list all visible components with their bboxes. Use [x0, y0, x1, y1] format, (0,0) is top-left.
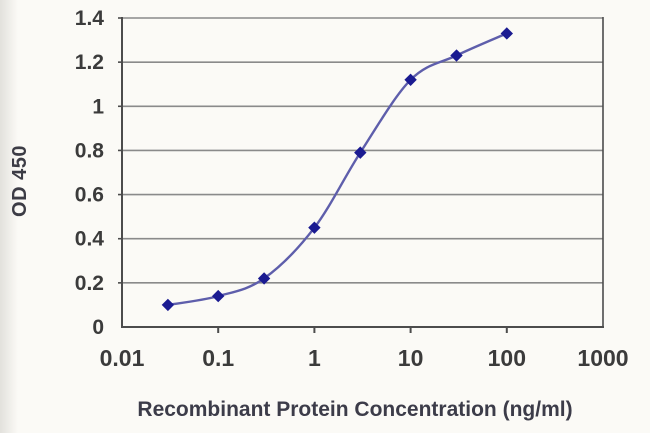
y-tick-label: 0	[92, 316, 104, 339]
axes	[121, 17, 604, 328]
data-point-marker	[257, 272, 271, 285]
y-tick-label: 0.2	[75, 272, 104, 295]
data-point-marker	[500, 27, 514, 40]
y-tick-label: 1.2	[75, 51, 104, 74]
x-tick-label: 0.1	[202, 345, 234, 371]
y-tick-label: 0.8	[75, 139, 105, 162]
x-tick-label: 100	[488, 345, 526, 371]
data-point-marker	[308, 221, 321, 234]
y-tick-labels: 0 0.2 0.4 0.6 0.8 1 1.2 1.4	[75, 7, 105, 339]
data-point-marker	[404, 73, 417, 87]
x-tick-label: 1000	[577, 345, 628, 371]
x-ticks: 0.01 0.1 1 10 100 1000	[100, 327, 629, 371]
x-tick-label: 0.01	[100, 345, 145, 371]
y-tick-label: 1	[92, 95, 104, 118]
y-tick-label: 0.6	[75, 184, 104, 207]
y-tick-label: 1.4	[75, 7, 105, 30]
data-point-marker	[161, 298, 175, 312]
y-gridlines	[118, 17, 603, 284]
data-point-marker	[354, 146, 367, 159]
data-point-marker	[450, 49, 463, 62]
x-axis-title: Recombinant Protein Concentration (ng/ml…	[137, 398, 573, 421]
x-tick-label: 1	[308, 345, 321, 371]
data-point-marker	[211, 289, 225, 303]
x-tick-label: 10	[398, 345, 424, 371]
y-tick-label: 0.4	[75, 228, 105, 251]
series-markers	[161, 27, 514, 312]
series-line	[167, 32, 508, 307]
